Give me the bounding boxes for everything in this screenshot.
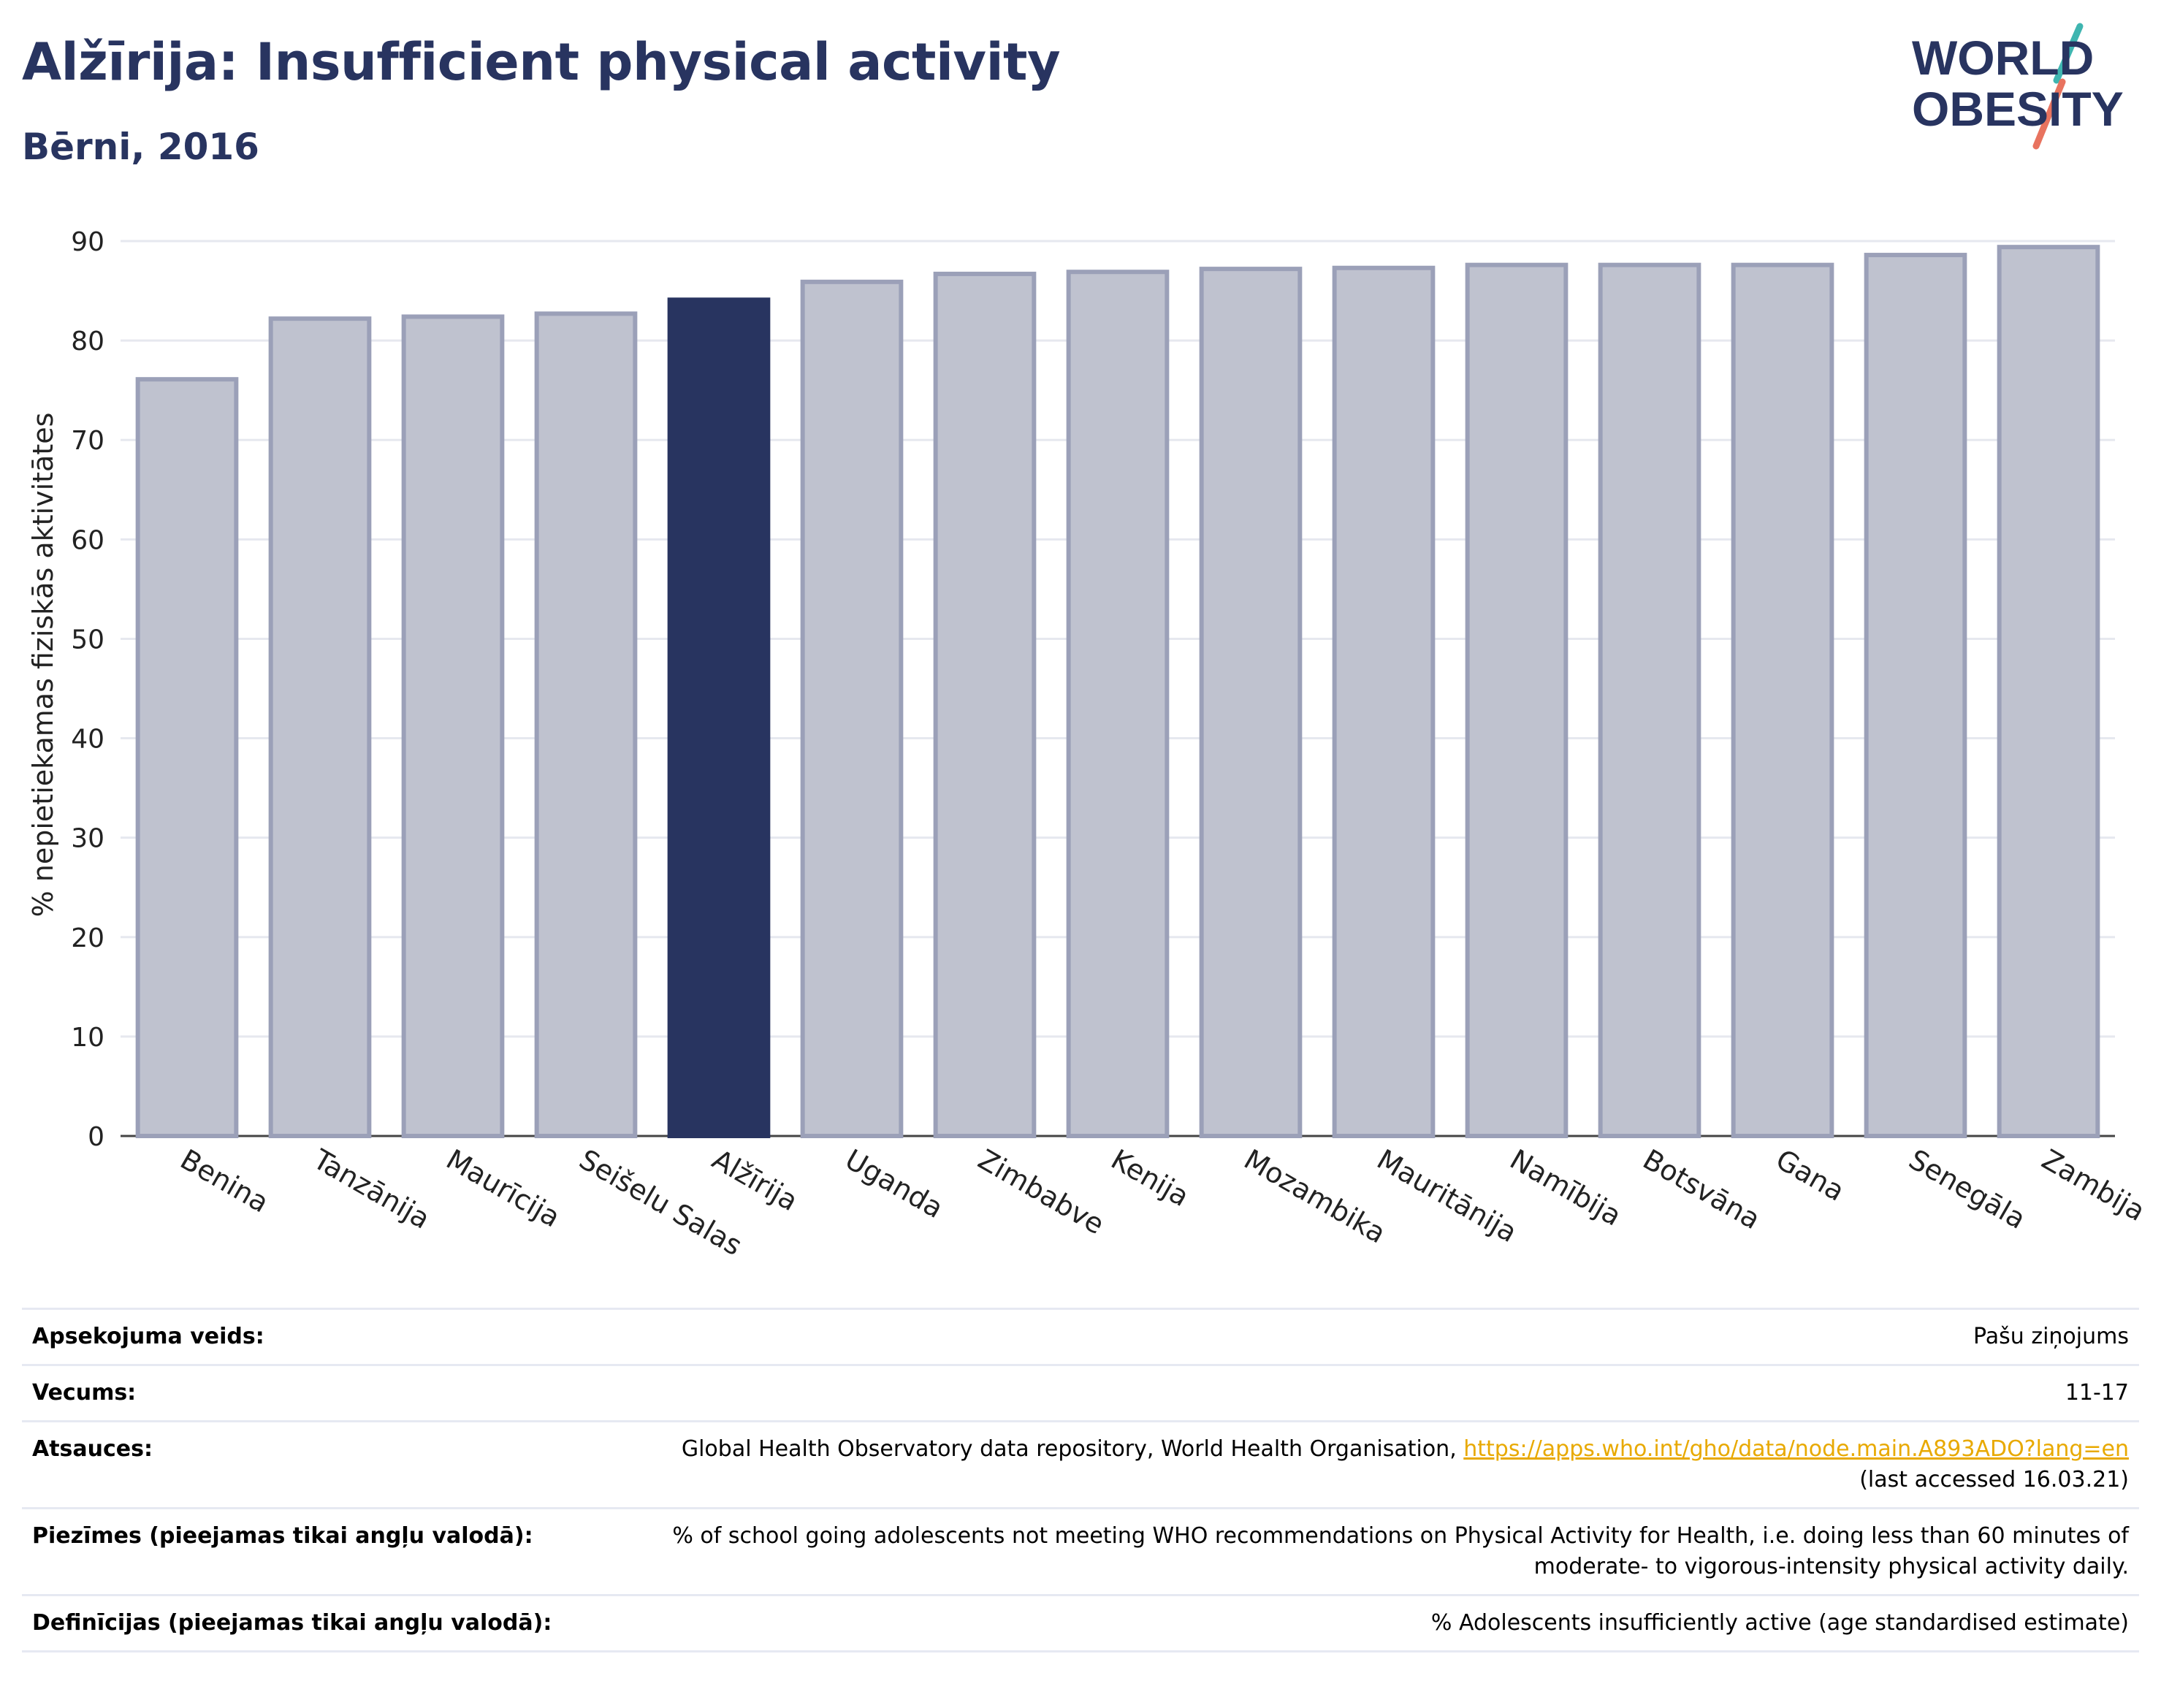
detail-value: % Adolescents insufficiently active (age… [562,1594,2139,1652]
chart-title: Alžīrija: Insufficient physical activity [22,32,1061,92]
detail-key: Definīcijas (pieejamas tikai angļu valod… [22,1594,563,1652]
detail-key: Apsekojuma veids: [22,1308,563,1365]
bar-Namībija [1465,262,1569,1139]
bar-Botsvāna [1598,262,1701,1139]
logo-line2: OBESITY [1912,82,2124,136]
y-tick-label: 50 [71,625,104,655]
world-obesity-logo: WORLD OBESITY [1912,23,2124,150]
y-tick-label: 70 [71,426,104,456]
detail-row-survey: Apsekojuma veids: Pašu ziņojums [22,1308,2139,1365]
y-tick-label: 60 [71,525,104,555]
x-tick-label: Mozambika [1239,1143,1392,1250]
detail-key: Atsauces: [22,1420,563,1509]
bar-Alžīrija [667,297,771,1138]
bar-Kenija [1066,270,1170,1138]
x-tick-label: Senegāla [1904,1143,2032,1235]
reference-accessed: (last accessed 16.03.21) [1859,1467,2129,1492]
x-tick-label: Gana [1771,1143,1851,1208]
y-tick-label: 90 [71,227,104,257]
x-tick-labels: Benina Tanzānija Maurīcija Seišelu SalasAlž… [175,1143,2151,1262]
bar-Senegāla [1864,253,1967,1138]
reference-link[interactable]: https://apps.who.int/gho/data/node.main.… [1463,1436,2129,1462]
detail-value: % of school going adolescents not meetin… [562,1507,2139,1595]
bars [135,245,2100,1139]
y-tick-label: 80 [71,327,104,357]
bar-Seišelu Salas [534,311,638,1139]
bar-Zambija [1997,245,2100,1139]
chart-subtitle: Bērni, 2016 [22,126,259,168]
x-tick-label: Zambija [2037,1143,2151,1228]
bar-Benina [135,377,239,1138]
logo-line1: WORLD [1912,31,2094,85]
detail-row-age: Vecums: 11-17 [22,1364,2139,1422]
detail-value: 11-17 [562,1364,2139,1422]
x-tick-label: Maurīcija [441,1143,566,1234]
x-tick-label: Zimbabve [973,1143,1110,1241]
bar-Mozambika [1199,267,1303,1139]
x-tick-label: Kenija [1106,1143,1194,1213]
bar-Gana [1731,262,1834,1139]
bar-Tanzānija [268,316,372,1139]
detail-row-definitions: Definīcijas (pieejamas tikai angļu valod… [22,1594,2139,1652]
y-tick-label: 40 [71,725,104,755]
bar-Uganda [800,279,904,1138]
detail-value-block: Global Health Observatory data repositor… [562,1420,2139,1509]
x-tick-label: Mauritānija [1372,1143,1522,1249]
x-tick-label: Namībija [1505,1143,1627,1232]
reference-text: Global Health Observatory data repositor… [681,1436,1464,1462]
x-tick-label: Tanzānija [308,1143,435,1235]
y-tick-label: 30 [71,824,104,854]
y-tick-label: 0 [88,1122,104,1152]
bar-Zimbabve [933,271,1037,1139]
x-tick-label: Botsvāna [1638,1143,1766,1236]
y-tick-label: 20 [71,923,104,953]
x-tick-label: Alžīrija [707,1143,804,1218]
logo-teal-stroke [2053,23,2084,84]
x-tick-label: Uganda [840,1143,949,1224]
y-axis-label: % nepietiekamas fiziskās aktivitātes [27,413,59,918]
y-tick-labels: 0 10 20 30 40 50 60 70 80 90 [71,227,104,1152]
bar-Mauritānija [1332,265,1436,1138]
detail-row-notes: Piezīmes (pieejamas tikai angļu valodā):… [22,1507,2139,1595]
detail-key: Piezīmes (pieejamas tikai angļu valodā): [22,1507,563,1595]
detail-value: Pašu ziņojums [562,1308,2139,1365]
bar-Maurīcija [401,314,505,1138]
details-table: Apsekojuma veids: Pašu ziņojums Vecums: … [22,1308,2139,1652]
detail-row-references: Atsauces: Global Health Observatory data… [22,1420,2139,1509]
x-tick-label: Benina [175,1143,275,1219]
logo-coral-stroke [2032,78,2066,150]
detail-key: Vecums: [22,1364,563,1422]
y-tick-label: 10 [71,1023,104,1053]
bar-chart: 0 10 20 30 40 50 60 70 80 90 Benina Tanzānija Maurī… [27,227,2151,1262]
